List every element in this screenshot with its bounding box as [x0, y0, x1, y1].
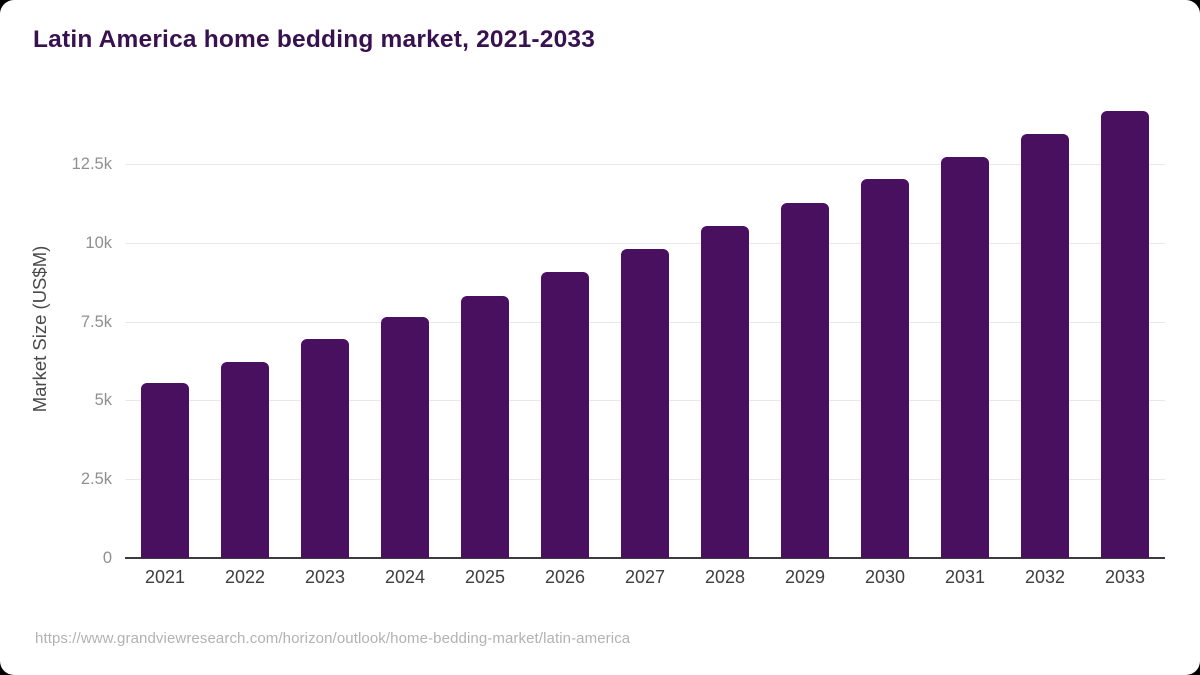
x-axis-labels: 2021 2022 2023 2024 2025 2026 2027 2028 2029 2030…	[125, 567, 1165, 591]
x-axis-label: 2025	[464, 567, 506, 587]
bar-2024[interactable]	[381, 317, 429, 558]
bar-2021[interactable]	[141, 383, 189, 558]
y-tick-label: 7.5k	[80, 312, 112, 331]
x-axis-label: 2031	[944, 567, 986, 587]
bar-2026[interactable]	[541, 272, 589, 558]
x-axis-label: 2027	[624, 567, 666, 587]
y-axis-ticks: 0 2.5k 5k 7.5k 10k 12.5k	[0, 100, 112, 567]
x-axis-label: 2030	[864, 567, 906, 587]
x-axis-label: 2021	[144, 567, 186, 587]
x-axis-label: 2028	[704, 567, 746, 587]
bar-2030[interactable]	[861, 179, 909, 558]
gridline	[125, 163, 1165, 165]
bar-2032[interactable]	[1021, 134, 1069, 558]
x-axis-label: 2032	[1024, 567, 1066, 587]
x-axis-label: 2029	[784, 567, 826, 587]
bar-2029[interactable]	[781, 203, 829, 558]
bar-2033[interactable]	[1101, 111, 1149, 558]
bar-2027[interactable]	[621, 249, 669, 558]
bar-2031[interactable]	[941, 157, 989, 558]
bar-2023[interactable]	[301, 339, 349, 558]
y-tick-label: 10k	[85, 233, 112, 252]
chart-title: Latin America home bedding market, 2021-…	[33, 26, 596, 53]
x-axis-label: 2033	[1104, 567, 1146, 587]
source-url: https://www.grandviewresearch.com/horizo…	[35, 630, 631, 647]
y-tick-label: 2.5k	[80, 470, 112, 489]
x-axis-label: 2023	[304, 567, 346, 587]
y-tick-label: 5k	[94, 391, 112, 410]
bar-2025[interactable]	[461, 295, 509, 558]
gridline	[125, 242, 1165, 244]
bar-2028[interactable]	[701, 226, 749, 558]
bar-2022[interactable]	[221, 362, 269, 558]
y-tick-label: 0	[102, 549, 112, 567]
plot-area	[125, 100, 1165, 559]
x-axis-line	[125, 557, 1165, 559]
x-axis-label: 2026	[544, 567, 586, 587]
x-axis-label: 2022	[224, 567, 266, 587]
x-axis-label: 2024	[384, 567, 426, 587]
y-tick-label: 12.5k	[71, 154, 112, 173]
